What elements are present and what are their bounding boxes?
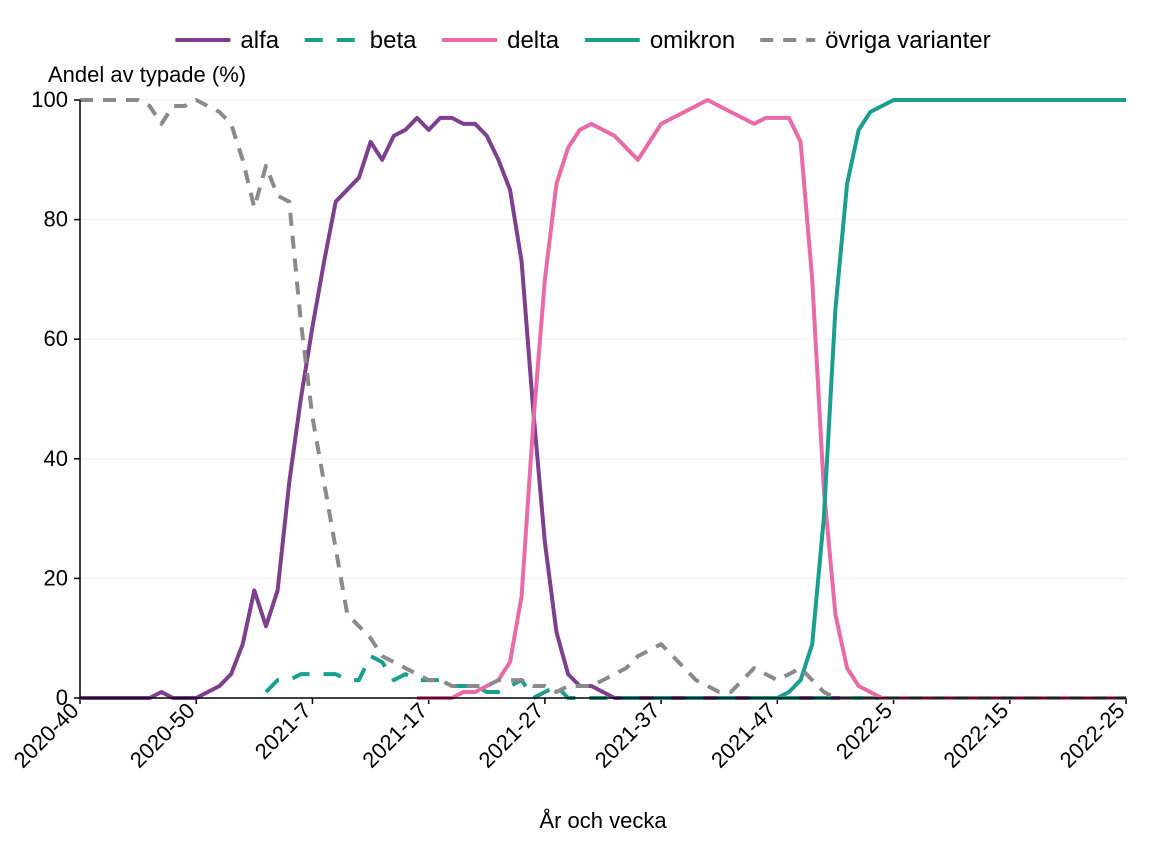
y-tick-label: 20 (44, 565, 68, 590)
y-tick-label: 80 (44, 207, 68, 232)
y-tick-label: 40 (44, 446, 68, 471)
y-tick-label: 60 (44, 326, 68, 351)
legend-label-beta: beta (370, 27, 417, 54)
x-axis-label: År och vecka (539, 808, 667, 833)
y-tick-label: 100 (31, 87, 68, 112)
legend-label-omikron: omikron (650, 27, 735, 54)
legend-label-ovriga: övriga varianter (825, 27, 990, 54)
y-axis-label: Andel av typade (%) (48, 62, 246, 87)
chart-svg: 0204060801002020-402020-502021-72021-172… (0, 0, 1166, 848)
variant-share-chart: 0204060801002020-402020-502021-72021-172… (0, 0, 1166, 848)
legend-label-alfa: alfa (240, 27, 279, 54)
legend-label-delta: delta (507, 27, 560, 54)
